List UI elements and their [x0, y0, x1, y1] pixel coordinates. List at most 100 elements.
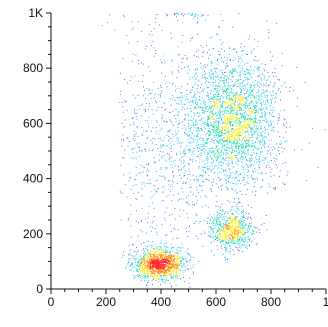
scatter-point	[164, 270, 166, 272]
scatter-point	[187, 83, 189, 85]
scatter-point	[134, 255, 136, 257]
scatter-point	[146, 276, 148, 278]
scatter-point	[159, 267, 161, 268]
scatter-point	[247, 69, 249, 71]
scatter-point	[153, 262, 155, 263]
scatter-point	[236, 115, 237, 117]
scatter-point	[242, 212, 244, 214]
scatter-point	[208, 97, 210, 99]
scatter-point	[255, 158, 257, 160]
scatter-point	[143, 260, 145, 262]
scatter-point	[227, 124, 229, 126]
scatter-point	[218, 228, 220, 230]
scatter-point	[229, 71, 231, 73]
scatter-point	[147, 263, 149, 265]
scatter-point	[232, 134, 233, 136]
scatter-point	[269, 166, 271, 168]
scatter-point	[232, 49, 234, 50]
scatter-point	[234, 131, 236, 133]
scatter-point	[241, 54, 243, 56]
scatter-point	[213, 119, 215, 121]
scatter-point	[232, 177, 234, 179]
scatter-point	[145, 265, 147, 267]
scatter-point	[217, 122, 219, 124]
scatter-point	[240, 98, 242, 100]
scatter-point	[211, 76, 213, 78]
scatter-point	[150, 253, 152, 255]
scatter-point	[237, 140, 239, 142]
scatter-point	[151, 261, 153, 263]
scatter-point	[188, 168, 190, 170]
scatter-point	[163, 257, 165, 259]
scatter-point	[236, 79, 238, 80]
scatter-point	[264, 117, 266, 119]
scatter-point	[136, 264, 138, 266]
scatter-point	[214, 107, 216, 109]
scatter-point	[224, 85, 226, 87]
scatter-point	[277, 78, 279, 80]
scatter-point	[159, 262, 161, 264]
scatter-point	[208, 148, 210, 149]
scatter-point	[217, 230, 219, 232]
scatter-point	[189, 149, 190, 151]
scatter-point	[158, 259, 160, 261]
scatter-point	[177, 253, 179, 255]
scatter-point	[133, 192, 135, 194]
scatter-point	[182, 152, 184, 154]
scatter-point	[149, 266, 151, 267]
scatter-point	[225, 226, 227, 228]
scatter-point	[232, 103, 234, 105]
scatter-point	[228, 168, 230, 170]
scatter-point	[148, 253, 150, 255]
scatter-point	[147, 264, 149, 266]
scatter-point	[230, 222, 231, 224]
scatter-point	[191, 154, 193, 156]
scatter-point	[143, 271, 145, 273]
scatter-point	[226, 148, 228, 150]
scatter-point	[150, 256, 152, 258]
scatter-point	[235, 71, 237, 73]
scatter-point	[241, 251, 243, 252]
scatter-point	[244, 238, 246, 240]
scatter-point	[247, 148, 249, 150]
scatter-point	[179, 209, 181, 211]
scatter-point	[147, 275, 149, 277]
scatter-point	[206, 77, 208, 79]
scatter-point	[226, 229, 228, 231]
scatter-point	[258, 66, 260, 68]
scatter-point	[241, 82, 243, 83]
scatter-point	[243, 73, 245, 75]
scatter-point	[252, 110, 254, 112]
scatter-point	[187, 13, 189, 15]
scatter-point	[119, 94, 121, 95]
scatter-point	[236, 139, 237, 141]
scatter-point	[242, 127, 244, 128]
scatter-point	[224, 244, 226, 246]
scatter-point	[199, 107, 201, 109]
scatter-point	[230, 234, 232, 236]
scatter-point	[269, 152, 271, 154]
scatter-point	[230, 210, 232, 212]
scatter-point	[234, 104, 236, 106]
scatter-point	[160, 266, 162, 268]
scatter-point	[249, 94, 251, 96]
scatter-point	[192, 140, 194, 142]
scatter-point	[256, 162, 258, 164]
scatter-point	[211, 63, 212, 64]
scatter-point	[234, 218, 236, 220]
scatter-point	[165, 264, 167, 266]
scatter-point	[236, 52, 238, 54]
scatter-point	[238, 142, 240, 144]
scatter-point	[177, 262, 179, 264]
scatter-point	[204, 78, 206, 80]
scatter-point	[232, 138, 234, 140]
scatter-point	[132, 267, 134, 269]
scatter-point	[268, 112, 270, 113]
scatter-point	[137, 274, 139, 276]
scatter-point	[222, 105, 224, 107]
scatter-point	[214, 104, 216, 106]
scatter-point	[239, 237, 241, 239]
scatter-point	[223, 129, 225, 131]
scatter-point	[158, 270, 160, 271]
scatter-point	[168, 262, 170, 264]
